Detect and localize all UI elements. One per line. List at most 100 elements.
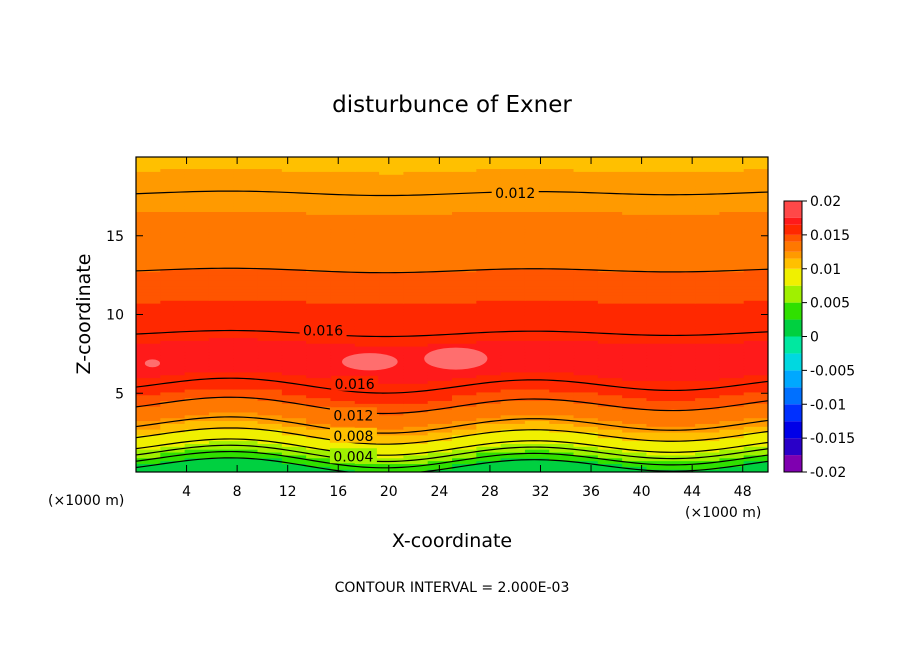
field-cell <box>306 225 332 230</box>
field-cell <box>136 225 161 230</box>
field-cell <box>208 348 234 353</box>
field-cell <box>597 366 623 370</box>
field-cell <box>136 300 161 304</box>
field-cell <box>184 360 210 364</box>
field-cell <box>500 305 526 310</box>
field-cell <box>476 317 502 321</box>
field-cell <box>452 211 477 215</box>
field-cell <box>257 202 283 207</box>
field-cell <box>427 157 453 161</box>
field-cell <box>646 231 672 235</box>
field-cell <box>452 240 477 244</box>
field-cell <box>379 328 404 333</box>
field-cell <box>354 159 380 164</box>
field-cell <box>573 305 599 310</box>
field-cell <box>743 446 768 450</box>
field-cell <box>622 268 648 273</box>
plot-area <box>136 157 768 472</box>
field-cell <box>184 440 210 444</box>
field-cell <box>257 254 283 258</box>
field-cell <box>646 460 672 465</box>
field-cell <box>646 194 672 198</box>
field-cell <box>646 268 672 273</box>
field-cell <box>403 162 429 167</box>
field-cell <box>452 291 477 296</box>
field-cell <box>281 323 307 327</box>
field-cell <box>622 406 648 410</box>
field-cell <box>743 285 768 290</box>
field-cell <box>160 423 186 427</box>
field-cell <box>743 179 768 184</box>
field-cell <box>743 165 768 170</box>
field-cell <box>452 214 477 218</box>
field-cell <box>403 377 429 381</box>
field-cell <box>281 231 307 235</box>
field-cell <box>427 429 453 433</box>
field-cell <box>597 297 623 301</box>
field-cell <box>354 171 380 175</box>
field-cell <box>476 325 502 330</box>
field-cell <box>257 460 283 465</box>
field-cell <box>136 343 161 347</box>
field-cell <box>330 363 356 367</box>
field-cell <box>622 177 648 181</box>
field-cell <box>330 162 356 167</box>
contour-label-bg <box>331 375 379 391</box>
field-cell <box>476 254 502 258</box>
field-cell <box>646 202 672 207</box>
field-cell <box>646 380 672 384</box>
field-cell <box>257 157 283 161</box>
field-cell <box>136 380 161 384</box>
field-cell <box>695 231 720 235</box>
field-cell <box>379 406 404 410</box>
field-cell <box>354 323 380 327</box>
field-cell <box>719 165 745 170</box>
field-cell <box>597 185 623 190</box>
field-cell <box>573 380 599 384</box>
field-cell <box>476 469 502 472</box>
field-cell <box>500 300 526 304</box>
field-cell <box>646 420 672 424</box>
field-cell <box>354 228 380 233</box>
field-cell <box>573 466 599 470</box>
field-cell <box>208 323 234 327</box>
field-cell <box>281 242 307 247</box>
field-cell <box>136 446 161 450</box>
field-cell <box>257 303 283 307</box>
field-cell <box>695 168 720 172</box>
field-cell <box>306 231 332 235</box>
x-axis: 4 8 12 16 20 24 28 32 36 40 44 48 <box>182 157 752 500</box>
field-cell <box>354 400 380 404</box>
field-cell <box>184 271 210 276</box>
field-cell <box>136 311 161 316</box>
contour-label: 0.012 <box>333 408 373 424</box>
field-cell <box>695 240 720 244</box>
field-cell <box>403 366 429 370</box>
field-cell <box>306 434 332 439</box>
field-cell <box>330 291 356 296</box>
field-cell <box>549 317 575 321</box>
field-cell <box>160 262 186 267</box>
field-cell <box>306 188 332 192</box>
field-cell <box>306 383 332 387</box>
field-cell <box>719 348 745 353</box>
field-cell <box>476 280 502 284</box>
field-cell <box>597 285 623 290</box>
field-cell <box>136 420 161 424</box>
field-cell <box>452 397 477 402</box>
field-cell <box>524 460 550 465</box>
field-cell <box>257 288 283 293</box>
field-cell <box>573 197 599 201</box>
field-cell <box>719 323 745 327</box>
field-cell <box>233 202 259 207</box>
field-cell <box>476 305 502 310</box>
field-cell <box>622 366 648 370</box>
field-cell <box>208 277 234 281</box>
field-cell <box>281 280 307 284</box>
field-cell <box>233 440 259 444</box>
field-cell <box>573 254 599 258</box>
field-cell <box>524 314 550 318</box>
field-cell <box>403 466 429 470</box>
field-cell <box>524 346 550 350</box>
field-cell <box>184 205 210 210</box>
